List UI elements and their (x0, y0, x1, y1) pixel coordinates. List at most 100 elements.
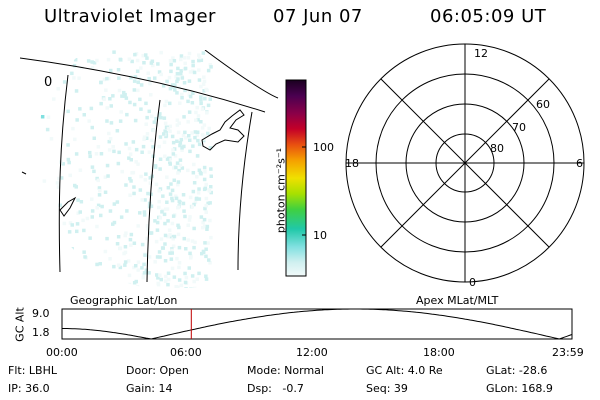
uv-pixel (166, 277, 171, 282)
uv-pixel (186, 168, 190, 173)
uv-pixel (170, 251, 174, 255)
uv-pixel (71, 126, 75, 131)
uv-pixel (162, 212, 167, 217)
uv-pixel (157, 189, 161, 193)
uv-pixel (155, 255, 160, 259)
uv-pixel (109, 68, 113, 73)
uv-pixel (209, 190, 213, 195)
uv-pixel (161, 194, 165, 198)
uv-pixel (197, 68, 201, 72)
uv-pixel (186, 238, 190, 242)
uv-pixel (160, 210, 164, 214)
altitude-plot (61, 308, 573, 340)
uv-pixel (68, 221, 73, 225)
uv-pixel (184, 275, 189, 280)
uv-pixel (143, 253, 147, 257)
uv-pixel (117, 282, 121, 287)
uv-pixel (160, 246, 165, 250)
uv-pixel (205, 88, 209, 93)
uv-pixel (176, 180, 181, 184)
uv-pixel (140, 198, 144, 202)
uv-pixel (168, 101, 172, 106)
uv-pixel (199, 95, 203, 99)
uv-pixel (95, 176, 99, 181)
uv-pixel (191, 59, 195, 64)
uv-pixel (194, 118, 198, 122)
uv-pixel (177, 199, 181, 204)
uv-pixel (124, 142, 128, 146)
uv-pixel (88, 150, 92, 155)
uv-pixel (174, 196, 179, 201)
uv-pixel (107, 148, 112, 152)
uv-pixel (208, 146, 213, 150)
uv-pixel (192, 181, 197, 185)
uv-pixel (155, 220, 160, 225)
uv-pixel (193, 135, 197, 140)
uv-pixel (192, 202, 196, 207)
uv-pixel (61, 162, 65, 166)
uv-pixel (36, 82, 40, 86)
uv-pixel (188, 251, 192, 256)
uv-pixel (186, 120, 190, 124)
uv-pixel (159, 277, 163, 282)
uv-pixel (108, 257, 112, 261)
uv-pixel (83, 255, 87, 259)
uv-pixel (174, 194, 178, 198)
uv-pixel (197, 168, 202, 172)
uv-pixel (45, 127, 50, 132)
uv-pixel (187, 51, 192, 56)
uv-pixel (164, 99, 169, 104)
uv-pixel (105, 106, 109, 110)
uv-pixel (109, 104, 113, 108)
uv-pixel (123, 233, 127, 238)
uv-pixel (76, 211, 80, 215)
uv-pixel (164, 274, 168, 279)
uv-pixel (128, 193, 132, 197)
uv-pixel (141, 144, 146, 149)
uv-pixel (102, 77, 107, 82)
uv-pixel (136, 260, 141, 264)
uv-pixel (177, 278, 182, 282)
uv-pixel (142, 137, 146, 141)
uv-pixel (201, 225, 205, 230)
uv-pixel (124, 231, 128, 235)
uv-pixel (141, 275, 145, 280)
uv-pixel (202, 224, 207, 228)
uv-pixel (52, 97, 56, 101)
uv-pixel (182, 236, 186, 241)
uv-pixel (149, 138, 154, 143)
colorbar-units-label: photon cm⁻²s⁻¹ (274, 147, 288, 234)
uv-pixel (96, 203, 101, 208)
uv-pixel (209, 185, 213, 189)
uv-pixel (142, 135, 147, 139)
uv-pixel (77, 76, 81, 80)
uv-pixel (175, 123, 180, 127)
longitude-label: 0 (44, 75, 52, 90)
uv-pixel (183, 66, 188, 71)
uv-pixel (170, 188, 175, 193)
uv-pixel (157, 250, 162, 254)
uv-pixel (132, 191, 136, 196)
uv-pixel (201, 82, 206, 86)
uv-pixel (139, 83, 144, 87)
uv-pixel (70, 247, 74, 251)
uv-pixel (152, 120, 157, 124)
uv-pixel (170, 134, 175, 139)
uv-pixel (81, 218, 85, 223)
uv-pixel (202, 75, 206, 79)
uv-pixel (138, 188, 143, 192)
uv-pixel (99, 152, 104, 156)
uv-pixel (155, 273, 159, 277)
uv-pixel (133, 118, 138, 123)
uv-pixel (153, 260, 157, 264)
uv-pixel (147, 109, 151, 114)
info-ip: IP: 36.0 (8, 382, 50, 395)
uv-pixel (118, 119, 123, 123)
uv-pixel (175, 256, 179, 261)
uv-pixel (164, 134, 168, 139)
uv-pixel (107, 139, 111, 144)
uv-pixel (68, 257, 72, 262)
uv-pixel (166, 282, 170, 287)
uv-pixel (70, 71, 74, 76)
uv-pixel (197, 142, 202, 147)
